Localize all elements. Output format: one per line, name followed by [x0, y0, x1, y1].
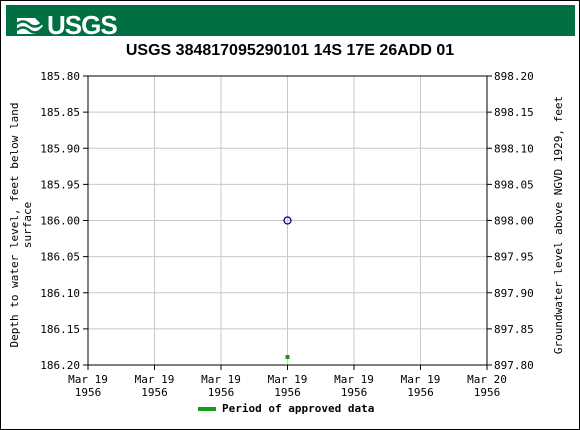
approved-period-mark [285, 355, 290, 359]
y-right-tick-label: 897.95 [494, 251, 534, 264]
y-axis-left-label-line1: Depth to water level, feet below land [8, 102, 21, 347]
x-tick-label-year: 1956 [474, 386, 501, 399]
usgs-wave-icon [16, 17, 43, 34]
x-tick-label-date: Mar 19 [201, 373, 241, 386]
y-left-tick-label: 186.20 [40, 359, 80, 372]
x-tick-label-date: Mar 19 [135, 373, 175, 386]
legend-approved-label: Period of approved data [222, 402, 375, 415]
y-left-tick-label: 185.85 [40, 106, 80, 119]
x-tick-label-year: 1956 [141, 386, 168, 399]
y-right-tick-label: 898.05 [494, 178, 534, 191]
y-left-tick-label: 185.95 [40, 178, 80, 191]
y-left-tick-label: 186.10 [40, 287, 80, 300]
y-right-tick-label: 897.80 [494, 359, 534, 372]
data-point [283, 216, 292, 225]
y-right-tick-label: 898.15 [494, 106, 534, 119]
legend-approved-swatch [198, 406, 216, 411]
y-right-tick-label: 897.90 [494, 287, 534, 300]
usgs-logo[interactable]: USGS [15, 10, 118, 40]
x-tick-label-date: Mar 20 [467, 373, 507, 386]
y-right-tick-label: 898.00 [494, 215, 534, 228]
x-tick-label-year: 1956 [341, 386, 368, 399]
y-right-tick-label: 898.20 [494, 70, 534, 83]
x-tick-label-date: Mar 19 [68, 373, 108, 386]
y-left-tick-label: 186.15 [40, 323, 80, 336]
y-axis-right: 898.20 898.15 898.10 898.05 898.00 897.95 897.… [487, 70, 534, 372]
y-left-tick-label: 185.80 [40, 70, 80, 83]
usgs-logo-text: USGS [47, 10, 118, 40]
legend: Period of approved data [198, 402, 374, 415]
x-tick-label-year: 1956 [407, 386, 434, 399]
x-tick-label-year: 1956 [75, 386, 102, 399]
y-left-tick-label: 185.90 [40, 142, 80, 155]
usgs-header-banner: USGS [6, 5, 575, 40]
y-axis-left: 185.80 185.85 185.90 185.95 186.00 186.05 186.… [40, 70, 88, 372]
grid-lines [87, 75, 488, 366]
y-axis-left-label-line2: surface [21, 202, 34, 248]
chart-title: USGS 384817095290101 14S 17E 26ADD 01 [125, 42, 455, 59]
x-tick-label-date: Mar 19 [268, 373, 308, 386]
x-tick-label-year: 1956 [208, 386, 235, 399]
y-left-tick-label: 186.05 [40, 251, 80, 264]
y-axis-right-label: Groundwater level above NGVD 1929, feet [552, 96, 565, 354]
y-right-tick-label: 897.85 [494, 323, 534, 336]
y-left-tick-label: 186.00 [40, 215, 80, 228]
x-tick-label-date: Mar 19 [334, 373, 374, 386]
data-marks [283, 216, 292, 359]
x-tick-label-year: 1956 [274, 386, 301, 399]
y-right-tick-label: 898.10 [494, 142, 534, 155]
y-axis-left-label: Depth to water level, feet below landsur… [8, 102, 34, 347]
x-tick-label-date: Mar 19 [401, 373, 441, 386]
